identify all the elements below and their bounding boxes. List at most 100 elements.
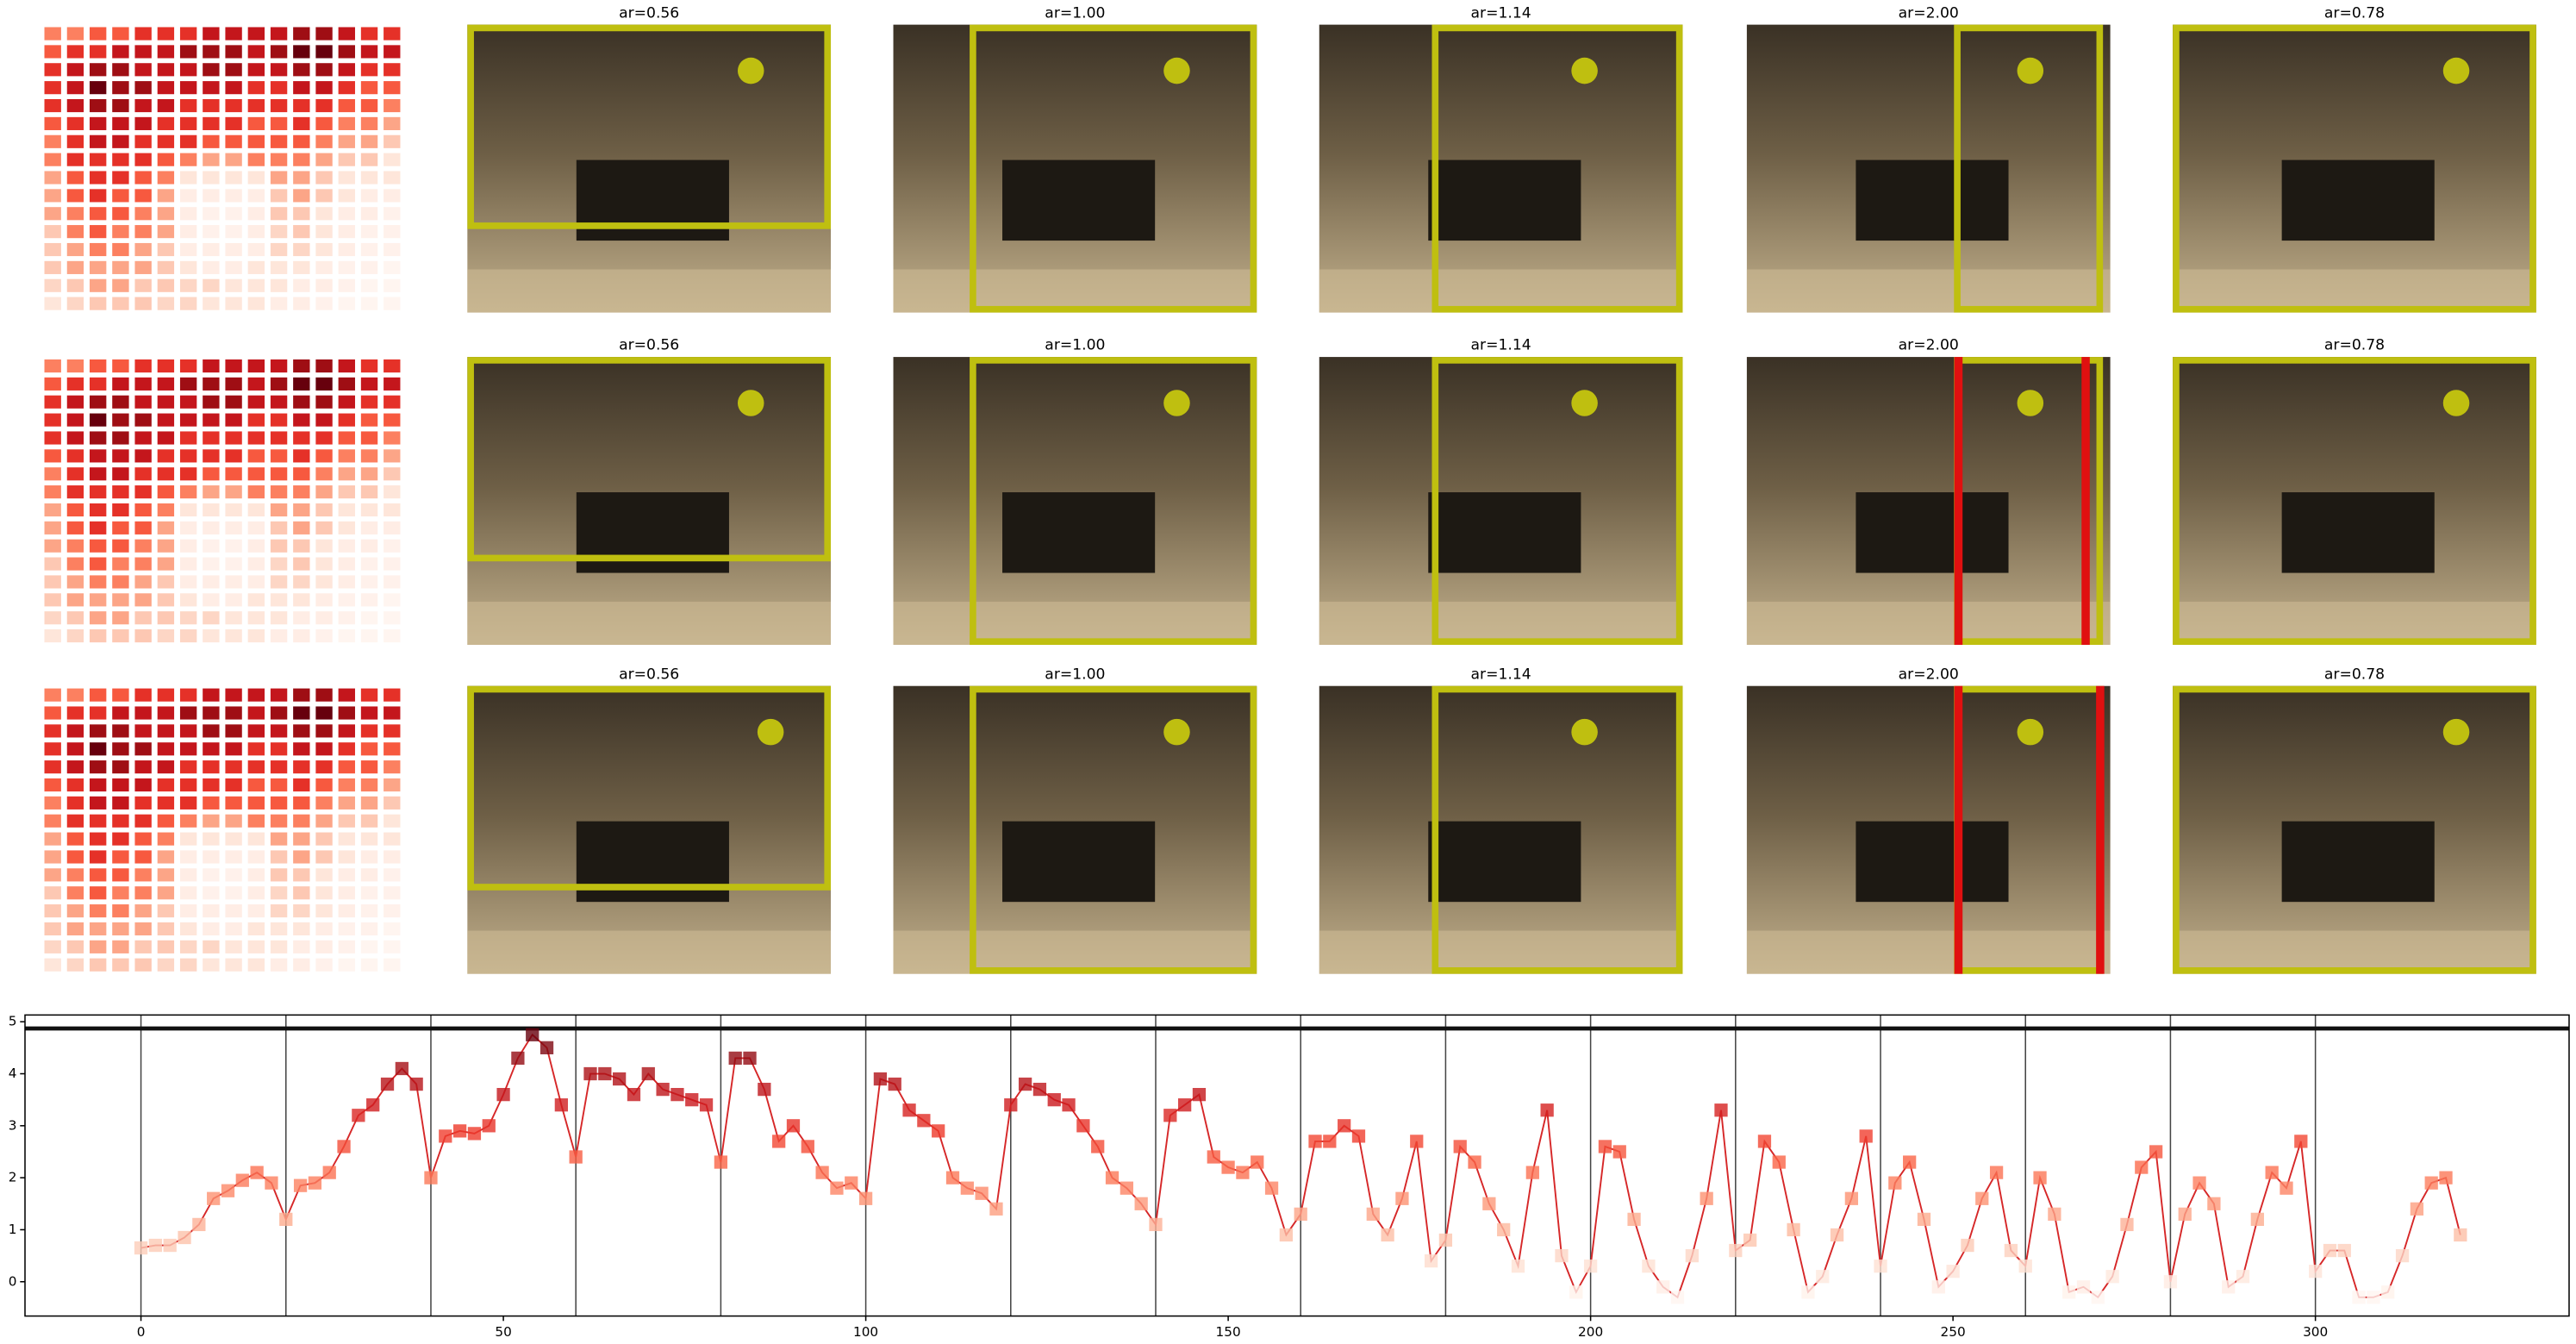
heatmap-cell [179, 557, 197, 571]
heatmap-cell [203, 449, 220, 463]
heatmap-cell [247, 724, 265, 738]
photo-floor [1746, 269, 2111, 313]
photo-floor [467, 930, 832, 974]
crop-box [970, 685, 1257, 974]
point-marker [395, 1061, 409, 1076]
heatmap-cell [89, 814, 107, 828]
point-marker [2105, 1270, 2119, 1284]
heatmap-cell [360, 260, 378, 274]
photo-table [1002, 159, 1156, 241]
heatmap-cell [247, 688, 265, 702]
point-marker [902, 1103, 916, 1117]
heatmap-cell [89, 395, 107, 409]
heatmap-cell [293, 207, 310, 221]
heatmap-cell [66, 98, 84, 113]
heatmap-cell [134, 278, 152, 292]
point-marker [1525, 1166, 1539, 1179]
point-marker [2192, 1176, 2206, 1190]
heatmap-cell [360, 778, 378, 792]
heatmap-cell [293, 706, 310, 720]
heatmap-cell [66, 760, 84, 774]
heatmap-cell [315, 760, 333, 774]
heatmap-cell [134, 940, 152, 953]
heatmap-cell [338, 81, 355, 95]
heatmap-cell [247, 778, 265, 792]
heatmap-cell [112, 886, 129, 900]
focus-point [737, 390, 764, 416]
heatmap-cell [384, 868, 401, 882]
point-marker [178, 1230, 191, 1245]
point-marker [366, 1098, 380, 1112]
point-marker [2163, 1275, 2178, 1289]
heatmap-cell [293, 189, 310, 203]
heatmap-cell [247, 116, 265, 130]
heatmap-cell [315, 189, 333, 203]
heatmap-cell [384, 688, 401, 702]
heatmap-cell [179, 413, 197, 427]
heatmap-cell [338, 575, 355, 589]
point-marker [1482, 1197, 1496, 1210]
heatmap-cell [384, 27, 401, 41]
heatmap-cell [157, 796, 175, 810]
point-marker [1989, 1166, 2004, 1179]
heatmap-cell [66, 377, 84, 391]
point-marker [1801, 1285, 1815, 1299]
heatmap-cell [179, 868, 197, 882]
heatmap-cell [89, 922, 107, 936]
heatmap-cell [157, 98, 175, 113]
point-marker [2294, 1135, 2308, 1148]
heatmap-cell [157, 242, 175, 257]
heatmap-cell [134, 467, 152, 481]
heatmap-cell [44, 814, 61, 828]
heatmap-cell [112, 742, 129, 756]
heatmap-cell [315, 557, 333, 571]
point-marker [2308, 1265, 2323, 1278]
heatmap-cell [112, 958, 129, 972]
heatmap-cell [315, 45, 333, 59]
heatmap-cell [270, 431, 288, 445]
heatmap-cell [157, 629, 175, 643]
heatmap-cell [270, 98, 288, 113]
heatmap-cell [270, 706, 288, 720]
heatmap-cell [384, 521, 401, 534]
heatmap-cell [89, 431, 107, 445]
heatmap-cell [44, 134, 61, 148]
heatmap-cell [112, 539, 129, 553]
point-marker [1134, 1197, 1148, 1210]
heatmap-cell [157, 395, 175, 409]
point-marker [2454, 1228, 2467, 1242]
heatmap-cell [384, 467, 401, 481]
x-tick-label: 50 [495, 1324, 511, 1340]
heatmap-cell [293, 922, 310, 936]
point-marker [2120, 1217, 2134, 1232]
heatmap-cell [384, 940, 401, 953]
heatmap-cell [247, 395, 265, 409]
heatmap-cell [360, 225, 378, 239]
heatmap-cell [112, 116, 129, 130]
heatmap-cell [270, 922, 288, 936]
heatmap-cell [179, 467, 197, 481]
heatmap-cell [247, 503, 265, 517]
point-marker [2004, 1243, 2018, 1258]
heatmap-cell [247, 98, 265, 113]
point-marker [1729, 1243, 1743, 1258]
heatmap-cell [293, 297, 310, 310]
heatmap-cell [225, 868, 242, 882]
heatmap-cell [157, 153, 175, 166]
heatmap-cell [293, 593, 310, 607]
heatmap-cell [157, 832, 175, 846]
photo-floor [1319, 269, 1683, 313]
point-marker [2265, 1166, 2279, 1179]
heatmap-cell [203, 796, 220, 810]
heatmap-cell [225, 278, 242, 292]
heatmap-cell [203, 832, 220, 846]
heatmap-cell [247, 868, 265, 882]
red-edge [2081, 357, 2090, 646]
heatmap-cell [157, 81, 175, 95]
heatmap-cell [315, 413, 333, 427]
heatmap-cell [293, 359, 310, 373]
heatmap-cell [203, 503, 220, 517]
heatmap-cell [270, 814, 288, 828]
point-marker [1757, 1135, 1772, 1148]
heatmap-cell [270, 395, 288, 409]
